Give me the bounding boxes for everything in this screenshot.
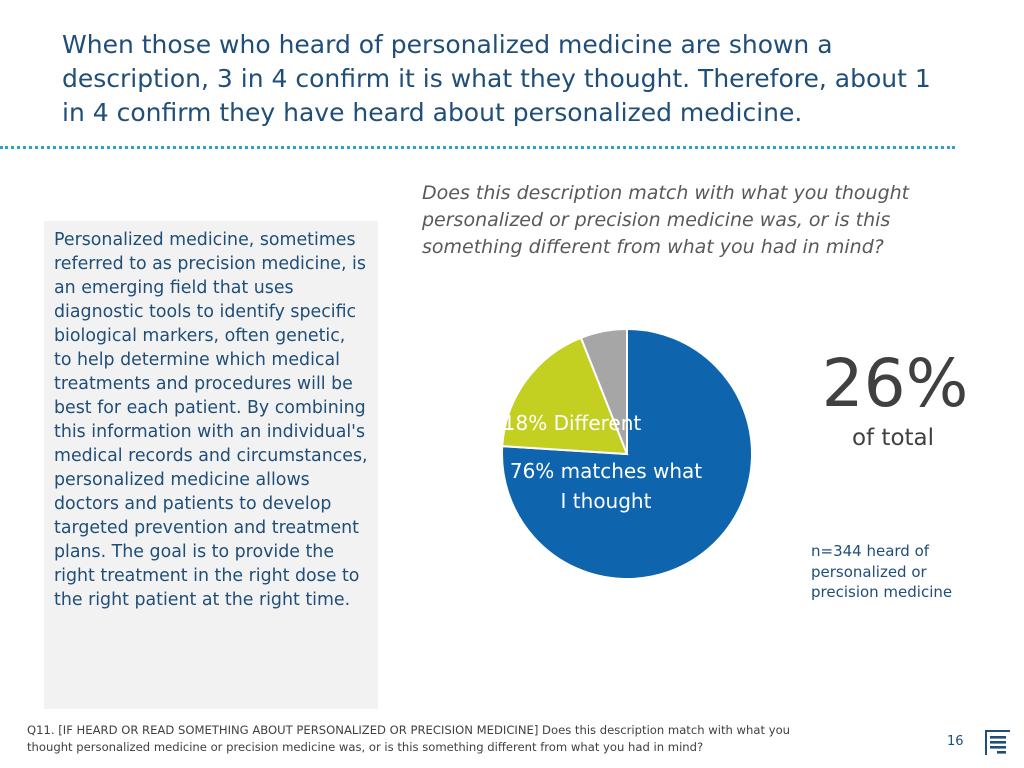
- pie-slices: [501, 327, 753, 580]
- definition-text: Personalized medicine, sometimes referre…: [54, 230, 368, 610]
- page-number: 16: [947, 734, 964, 749]
- pie-slice-2: [579, 327, 628, 455]
- company-logo-icon: [985, 730, 1010, 755]
- definition-box: Personalized medicine, sometimes referre…: [44, 221, 378, 709]
- pie-labels: 76% matches what I thought 18% Different: [503, 411, 703, 513]
- sample-size-note: n=344 heard of personalized or precision…: [811, 542, 953, 601]
- pie-label-0: 76% matches what I thought: [510, 459, 702, 513]
- pie-slice-0: [501, 327, 753, 580]
- chart-question: Does this description match with what yo…: [422, 182, 910, 258]
- slide-title: When those who heard of personalized med…: [62, 30, 931, 127]
- title-divider: [0, 146, 955, 149]
- pie-slice-1: [501, 336, 629, 456]
- pie-label-1: 18% Different: [503, 411, 642, 435]
- callout-caption: of total: [851, 425, 935, 451]
- callout-percent: 26%: [821, 345, 969, 422]
- question-footnote: Q11. [IF HEARD OR READ SOMETHING ABOUT P…: [27, 723, 791, 754]
